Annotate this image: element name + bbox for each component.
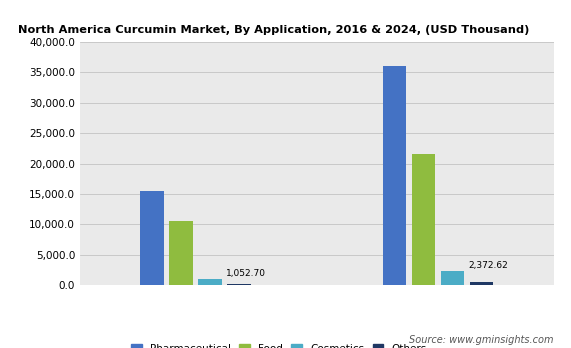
Text: North America Curcumin Market, By Application, 2016 & 2024, (USD Thousand): North America Curcumin Market, By Applic…	[18, 25, 530, 35]
Bar	[170, 221, 193, 285]
Text: 1,052.70: 1,052.70	[226, 269, 266, 278]
Bar	[441, 271, 464, 285]
Text: 2,372.62: 2,372.62	[468, 261, 508, 270]
Bar	[140, 191, 164, 285]
Bar	[383, 66, 407, 285]
Bar	[412, 155, 436, 285]
Bar	[469, 282, 493, 285]
Legend: Pharmaceutical, Food, Cosmetics, Others: Pharmaceutical, Food, Cosmetics, Others	[127, 340, 431, 348]
Text: Source: www.gminsights.com: Source: www.gminsights.com	[409, 334, 554, 345]
Bar	[198, 279, 222, 285]
Bar	[227, 284, 251, 285]
